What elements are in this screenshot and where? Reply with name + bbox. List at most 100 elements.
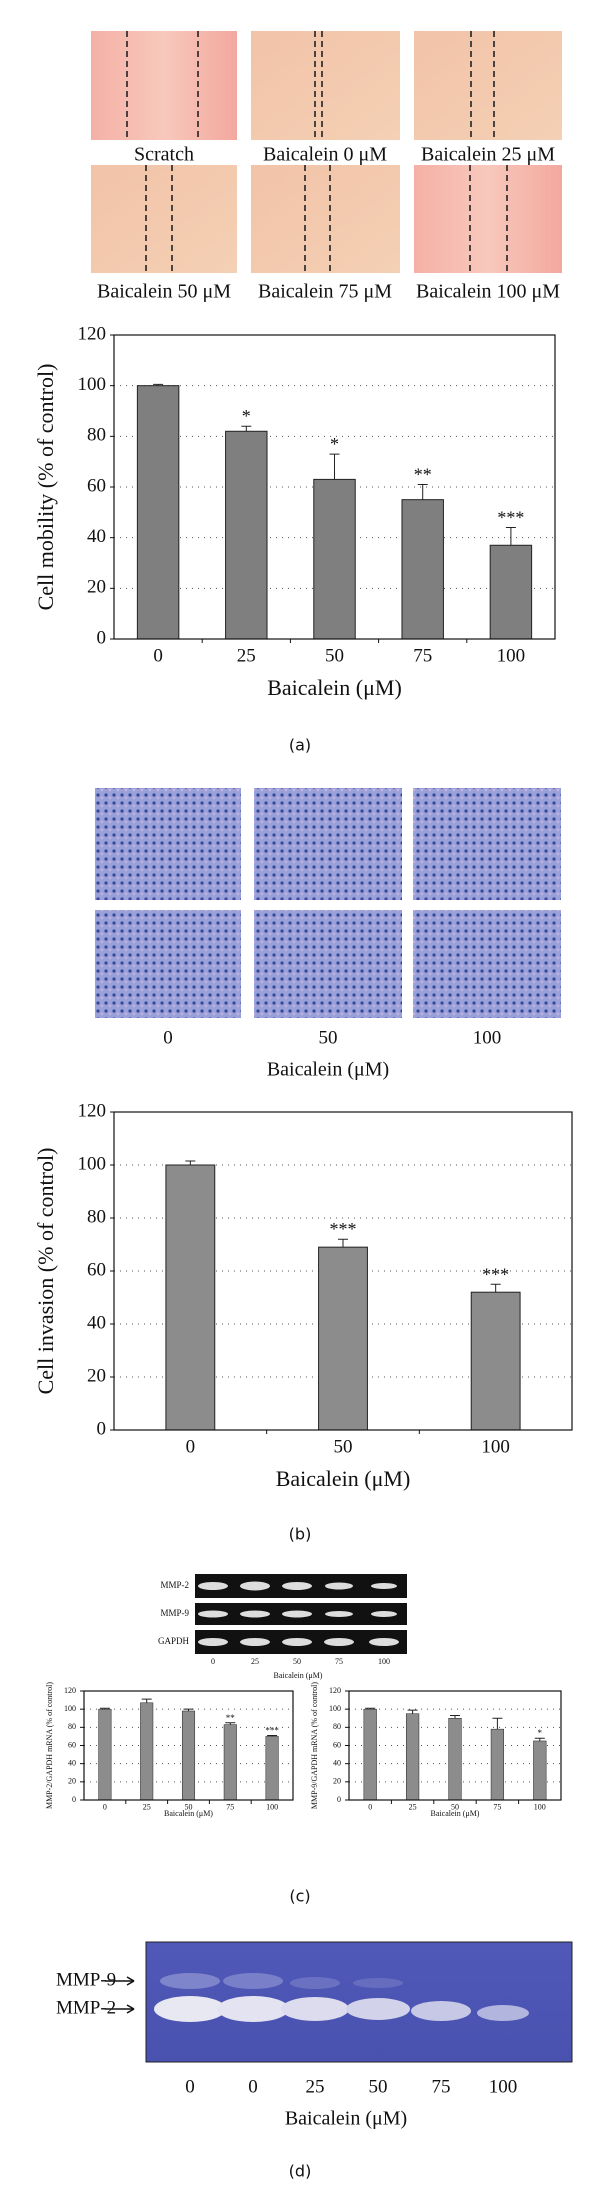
y-tick-label: 120	[78, 1100, 107, 1121]
bar	[136, 385, 180, 640]
error-bar	[241, 425, 252, 432]
image-caption: Baicalein 25 μM	[421, 144, 555, 166]
bar	[470, 1291, 521, 1431]
bar	[223, 1724, 237, 1801]
scratch-images	[91, 31, 562, 273]
bar	[98, 1708, 112, 1801]
bar	[448, 1718, 462, 1801]
lane-label: 50	[293, 1657, 301, 1666]
error-bar	[225, 1722, 236, 1725]
lane-label: 100	[489, 2076, 518, 2097]
y-tick-label: 100	[64, 1704, 76, 1713]
gel-bands	[154, 1973, 529, 2022]
bar	[165, 1164, 216, 1431]
row-label: GAPDH	[158, 1636, 190, 1646]
x-tick-label: 25	[409, 1802, 417, 1811]
plot-frame	[348, 1690, 562, 1801]
y-tick-label: 20	[87, 1365, 106, 1386]
photo	[91, 31, 237, 140]
chart: 0 20 40 60 80 100 120 0 * 25 * 50 ** 75 *** 100 Baicalei…	[33, 323, 556, 700]
y-tick-label: 40	[68, 1758, 76, 1767]
image-caption: Baicalein 50 μM	[97, 281, 231, 303]
panel-label: (b)	[289, 1525, 312, 1544]
error-bar	[417, 483, 428, 500]
x-tick-label: 0	[186, 1436, 196, 1457]
plot-frame	[113, 334, 556, 640]
row-label: MMP-9	[160, 1608, 189, 1618]
bar	[313, 478, 356, 640]
x-tick-label: 0	[153, 645, 163, 666]
error-bar	[267, 1735, 278, 1737]
x-tick-label: 0	[368, 1802, 372, 1811]
lane-label: 0	[248, 2076, 258, 2097]
chart: 0 20 40 60 80 100 120 0 25 50 ** 75 *** 100 Baicalein …	[45, 1682, 294, 1818]
x-tick-label: 100	[497, 645, 526, 666]
y-tick-label: 60	[68, 1740, 76, 1749]
significance: ***	[330, 1219, 357, 1239]
image-caption: Baicalein 100 μM	[416, 281, 560, 303]
error-bar	[153, 383, 164, 386]
y-tick-label: 120	[329, 1686, 341, 1695]
error-bar	[492, 1717, 503, 1730]
lane-label: 0	[211, 1657, 215, 1666]
y-tick-label: 0	[337, 1795, 341, 1804]
significance: *	[330, 434, 339, 454]
lane-label: 25	[251, 1657, 259, 1666]
photo	[413, 788, 561, 900]
error-bar	[505, 527, 516, 546]
y-tick-label: 80	[87, 1206, 106, 1227]
bar	[265, 1736, 279, 1801]
bar	[140, 1702, 154, 1801]
arrow-head	[126, 1976, 135, 1986]
photo	[414, 31, 562, 140]
x-tick-label: 50	[325, 645, 344, 666]
lane-label: 25	[306, 2076, 325, 2097]
error-bar	[183, 1708, 194, 1711]
significance: **	[226, 1713, 236, 1723]
y-tick-label: 100	[78, 374, 107, 395]
y-tick-label: 0	[72, 1795, 76, 1804]
x-tick-label: 25	[143, 1802, 151, 1811]
y-tick-label: 60	[87, 475, 106, 496]
bar	[363, 1708, 377, 1801]
error-bar	[329, 453, 340, 480]
bar	[489, 544, 533, 640]
x-tick-label: 75	[493, 1802, 501, 1811]
x-axis-label: Baicalein (μM)	[164, 1809, 213, 1818]
row-label: MMP-2	[160, 1580, 189, 1590]
lane-label: 100	[378, 1657, 390, 1666]
y-tick-label: 60	[333, 1740, 341, 1749]
scratch-lines	[126, 31, 508, 273]
photo	[95, 910, 241, 1018]
lane-label: 50	[369, 2076, 388, 2097]
y-tick-label: 0	[97, 1418, 107, 1439]
significance: *	[242, 406, 251, 426]
photo	[251, 31, 400, 140]
photo	[91, 165, 237, 273]
image-caption: Scratch	[134, 144, 194, 166]
y-tick-label: 100	[329, 1704, 341, 1713]
y-axis-label: Cell mobility (% of control)	[33, 364, 58, 611]
error-bar	[407, 1709, 418, 1714]
photo	[254, 788, 402, 900]
photo	[95, 788, 241, 900]
lane-label: 75	[335, 1657, 343, 1666]
x-tick-label: 100	[266, 1802, 278, 1811]
significance: ***	[497, 508, 524, 528]
bar	[490, 1728, 505, 1801]
photo	[251, 165, 400, 273]
x-tick-label: 50	[185, 1802, 193, 1811]
y-tick-label: 40	[87, 526, 106, 547]
error-bar	[99, 1707, 110, 1710]
panel-label: (a)	[289, 736, 311, 755]
significance: ***	[265, 1726, 279, 1736]
photo	[414, 165, 562, 273]
image-caption: 100	[473, 1027, 502, 1048]
x-tick-label: 100	[534, 1802, 546, 1811]
error-bar	[490, 1283, 501, 1293]
y-tick-label: 20	[87, 577, 106, 598]
image-caption: Baicalein 0 μM	[263, 144, 387, 166]
error-bar	[141, 1698, 152, 1703]
y-tick-label: 80	[68, 1722, 76, 1731]
